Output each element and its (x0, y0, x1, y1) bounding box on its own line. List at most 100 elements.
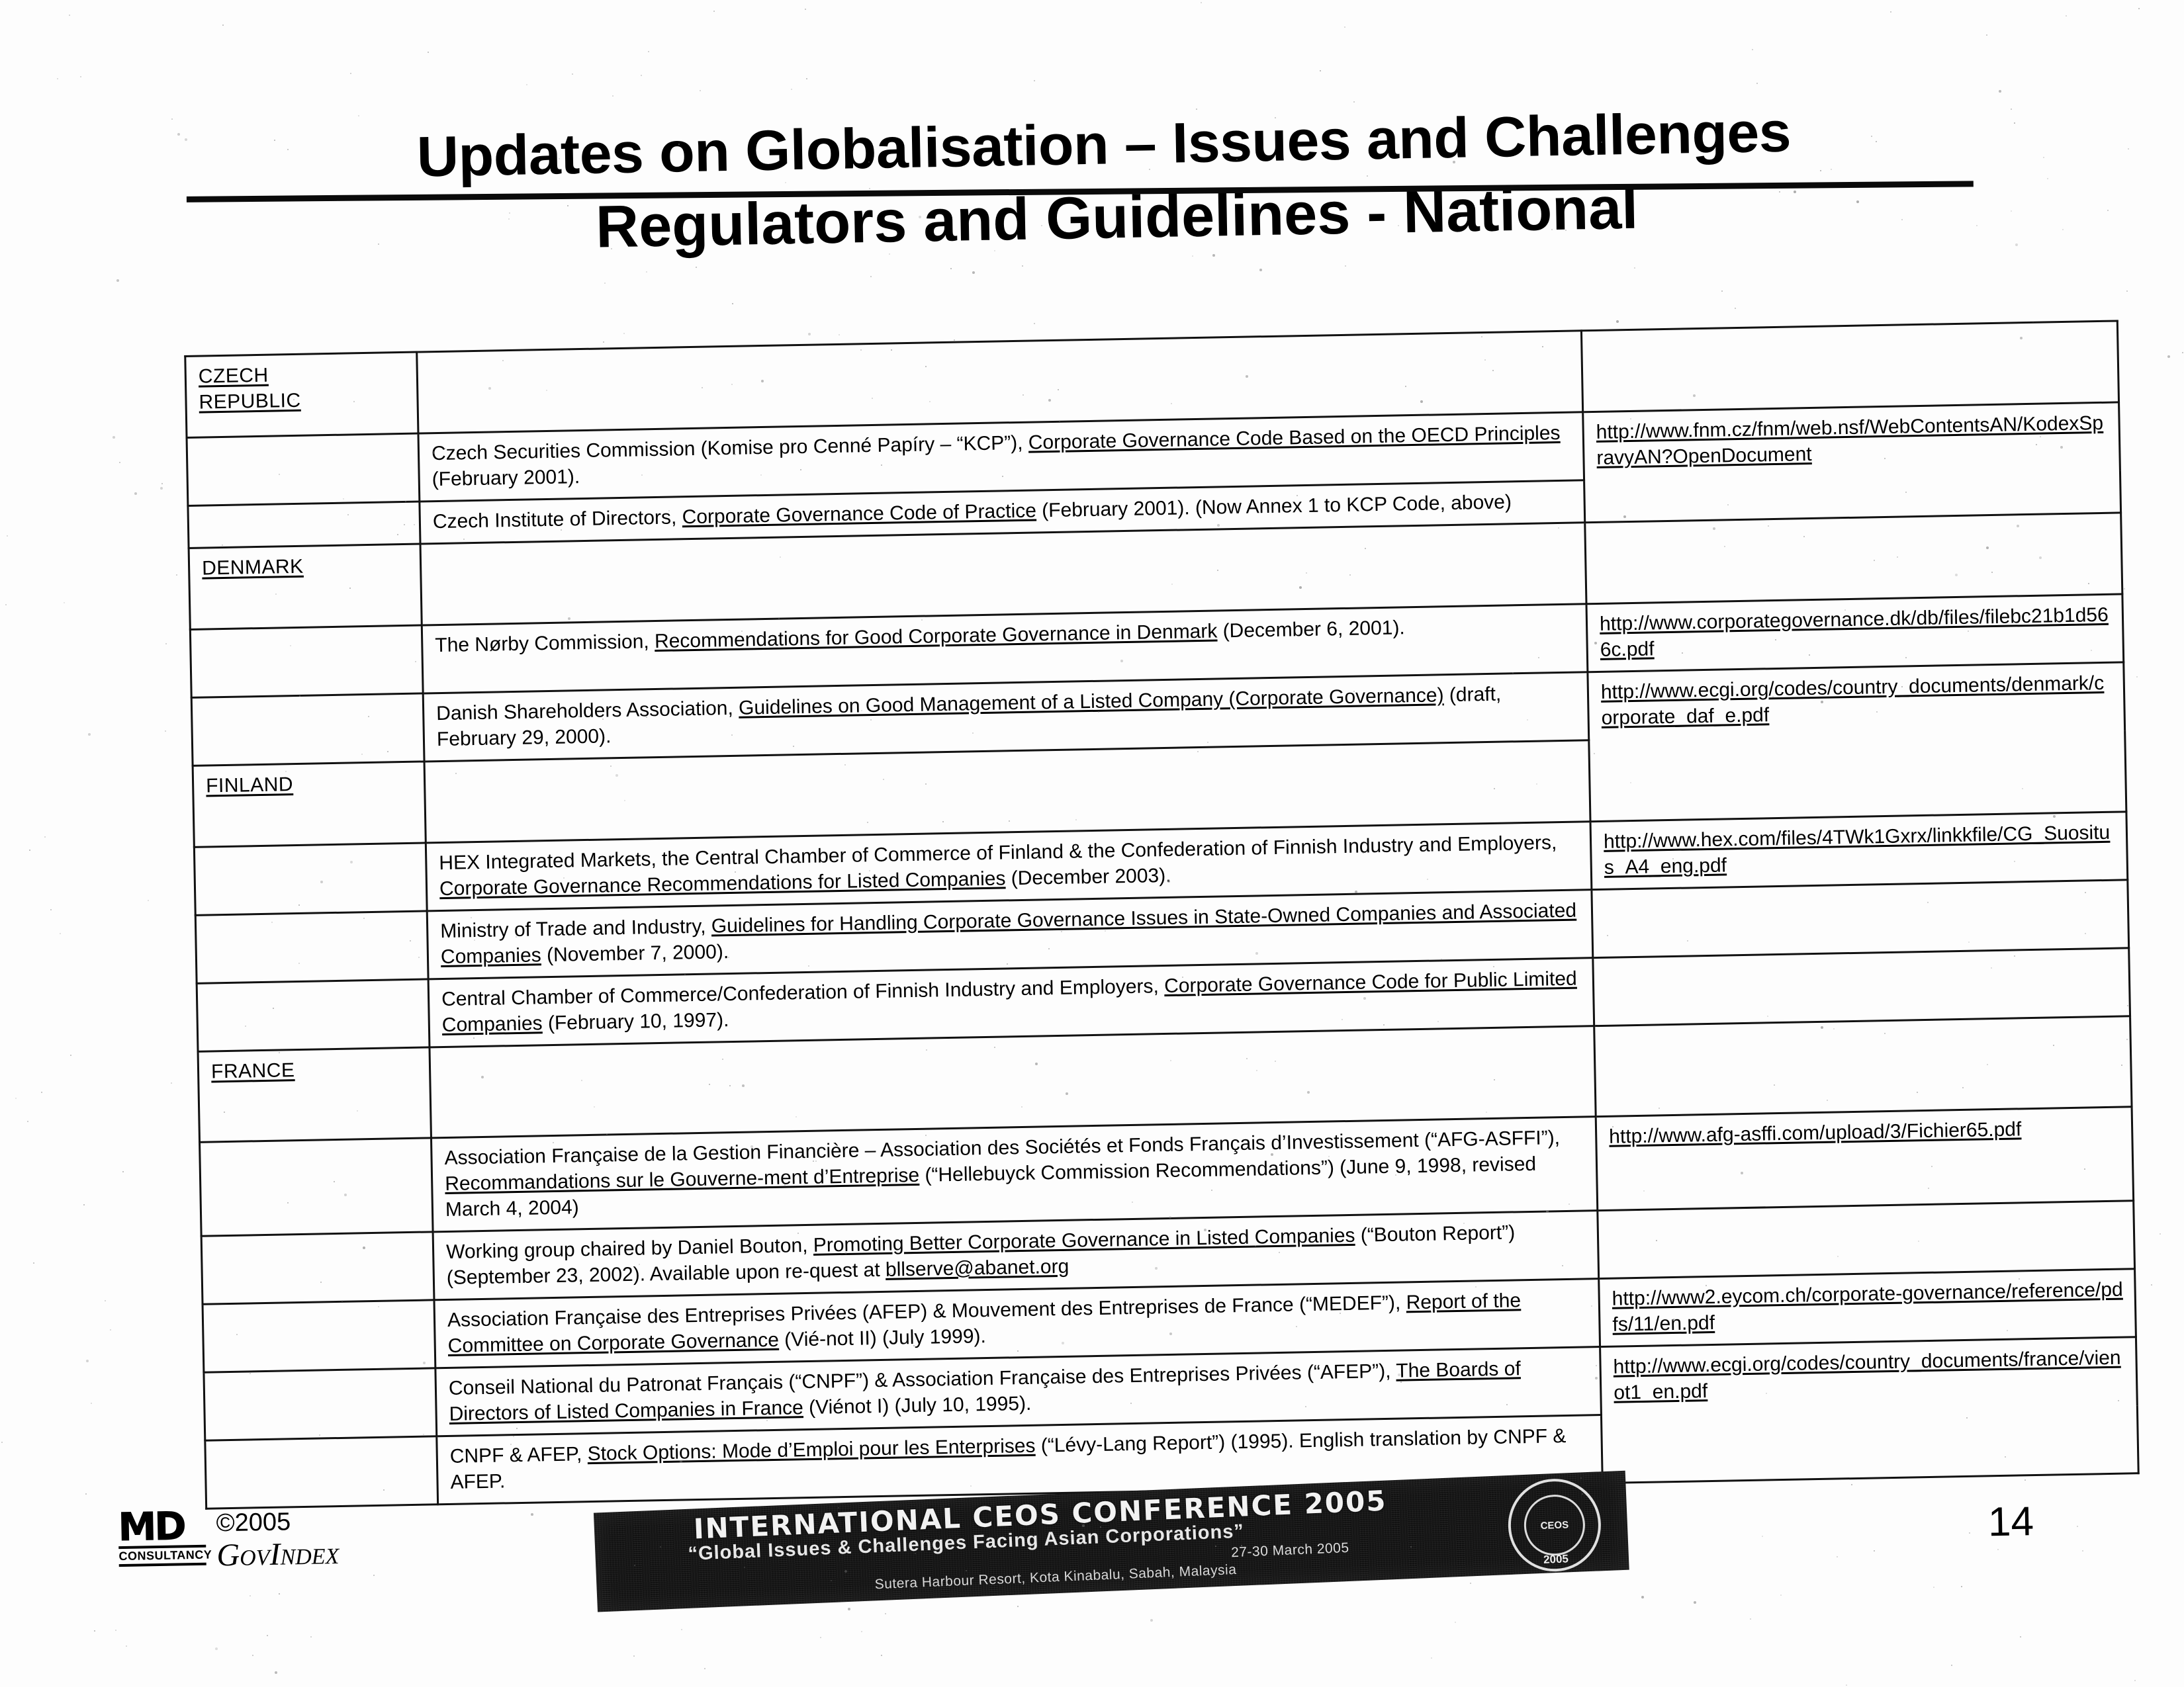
contact-email-link[interactable]: bllserve@abanet.org (886, 1256, 1069, 1281)
scan-speckle (1149, 169, 1150, 170)
scan-speckle (704, 1668, 705, 1669)
scan-speckle (1171, 584, 1173, 585)
scan-speckle (1612, 1126, 1614, 1127)
scan-speckle (171, 118, 173, 120)
scan-speckle (134, 492, 137, 495)
scan-speckle (378, 243, 379, 245)
scan-speckle (1750, 1618, 1751, 1620)
scan-speckle (1100, 1526, 1101, 1528)
country-cell-spacer (204, 1368, 437, 1440)
url-cell-france-medef[interactable]: http://www2.eycom.ch/corporate-governanc… (1599, 1269, 2136, 1347)
source-url-link[interactable]: http://www.ecgi.org/codes/country_docume… (1601, 672, 2105, 729)
scan-speckle (1299, 586, 1302, 589)
country-label-line: REPUBLIC (199, 388, 301, 416)
scan-speckle (921, 619, 923, 621)
scan-speckle (1305, 1406, 1306, 1407)
scan-speckle (349, 588, 351, 589)
scan-speckle (1986, 547, 1989, 549)
entry-text-title: Recommandations sur le Gouverne-ment d’E… (445, 1164, 919, 1195)
scan-speckle (2011, 109, 2012, 110)
slide-title-block: Updates on Globalisation – Issues and Ch… (185, 99, 1987, 267)
scan-speckle (1682, 652, 1683, 654)
scan-speckle (473, 1037, 475, 1039)
scan-speckle (1170, 1060, 1171, 1061)
scan-speckle (353, 401, 355, 402)
scan-speckle (1353, 101, 1355, 103)
scan-speckle (2032, 321, 2034, 322)
scan-speckle (1536, 783, 1537, 785)
url-cell-czech[interactable]: http://www.fnm.cz/fnm/web.nsf/WebContent… (1583, 402, 2121, 523)
scan-speckle (378, 1306, 379, 1307)
country-cell-denmark: DENMARK (189, 544, 422, 629)
scan-speckle (1059, 420, 1060, 421)
country-label-line: DENMARK (202, 554, 304, 582)
scan-speckle (1565, 230, 1567, 231)
scan-speckle (516, 936, 517, 938)
scan-speckle (1271, 1153, 1273, 1156)
scan-speckle (1342, 1019, 1343, 1020)
country-cell-spacer (191, 693, 424, 766)
entry-text-prefix: The Nørby Commission, (435, 631, 655, 656)
scan-speckle (245, 1026, 246, 1027)
scan-speckle (80, 76, 81, 77)
scan-speckle (1345, 265, 1346, 267)
scan-speckle (94, 1630, 95, 1632)
scan-speckle (110, 1329, 111, 1331)
country-cell-spacer (200, 1138, 433, 1236)
scan-speckle (502, 360, 504, 361)
url-cell-finland-hex[interactable]: http://www.hex.com/files/4TWk1Gxrx/linkk… (1590, 812, 2128, 890)
scan-speckle (1171, 403, 1172, 404)
scan-speckle (1017, 1606, 1019, 1607)
scan-speckle (1741, 1172, 1743, 1174)
scan-speckle (1837, 1256, 1839, 1257)
entry-text-title: Guidelines on Good Management of a Liste… (739, 684, 1444, 719)
scan-speckle (474, 940, 475, 941)
scan-speckle (684, 974, 686, 975)
scan-speckle (1431, 1657, 1432, 1659)
scan-speckle (681, 1629, 682, 1630)
scan-speckle (796, 1116, 797, 1117)
scan-speckle (2151, 1284, 2152, 1286)
scan-speckle (116, 279, 119, 282)
scan-speckle (1204, 1229, 1206, 1231)
scan-speckle (1542, 346, 1543, 347)
url-cell-denmark-dsa[interactable]: http://www.ecgi.org/codes/country_docume… (1588, 662, 2126, 822)
country-cell-spacer (194, 843, 427, 915)
scan-speckle (2134, 1680, 2136, 1681)
url-cell-denmark-norby[interactable]: http://www.corporategovernance.dk/db/fil… (1586, 594, 2124, 672)
source-url-link[interactable]: http://www.ecgi.org/codes/country_docume… (1613, 1347, 2121, 1404)
url-cell-france-vienot[interactable]: http://www.ecgi.org/codes/country_docume… (1600, 1337, 2139, 1483)
scan-speckle (972, 271, 975, 274)
source-url-link[interactable]: http://www.corporategovernance.dk/db/fil… (1600, 604, 2109, 661)
scan-speckle (1968, 941, 1970, 943)
scan-speckle (1928, 1188, 1929, 1189)
source-url-link[interactable]: http://www.fnm.cz/fnm/web.nsf/WebContent… (1596, 412, 2103, 469)
scan-speckle (1150, 1619, 1153, 1622)
scan-speckle (1169, 1216, 1171, 1219)
scan-speckle (105, 1300, 106, 1301)
scan-speckle (1968, 631, 1969, 632)
scan-speckle (1821, 1026, 1823, 1029)
scan-speckle (1966, 1417, 1968, 1419)
scan-speckle (2062, 229, 2064, 230)
url-cell-france-afg[interactable]: http://www.afg-asffi.com/upload/3/Fichie… (1596, 1107, 2133, 1211)
scan-speckle (1831, 169, 1832, 170)
country-cell-spacer (190, 625, 423, 697)
source-url-link[interactable]: http://www.hex.com/files/4TWk1Gxrx/linkk… (1604, 822, 2111, 879)
country-cell-finland: FINLAND (193, 762, 426, 847)
scan-speckle (604, 283, 606, 284)
source-url-link[interactable]: http://www.afg-asffi.com/upload/3/Fichie… (1609, 1118, 2022, 1147)
scan-speckle (423, 1434, 424, 1435)
scan-speckle (1506, 1404, 1508, 1405)
scan-speckle (1641, 1596, 1644, 1598)
scan-speckle (839, 334, 840, 335)
scan-speckle (1997, 1549, 1999, 1550)
scan-speckle (1856, 200, 1859, 203)
source-url-link[interactable]: http://www2.eycom.ch/corporate-governanc… (1612, 1279, 2123, 1336)
scan-speckle (1876, 141, 1877, 142)
scan-speckle (404, 524, 405, 525)
scan-speckle (1211, 1190, 1212, 1191)
regulators-table-body: CZECH REPUBLIC Czech Securities Commissi… (185, 321, 2138, 1509)
country-cell-spacer (201, 1232, 434, 1304)
scan-speckle (1774, 1084, 1775, 1086)
